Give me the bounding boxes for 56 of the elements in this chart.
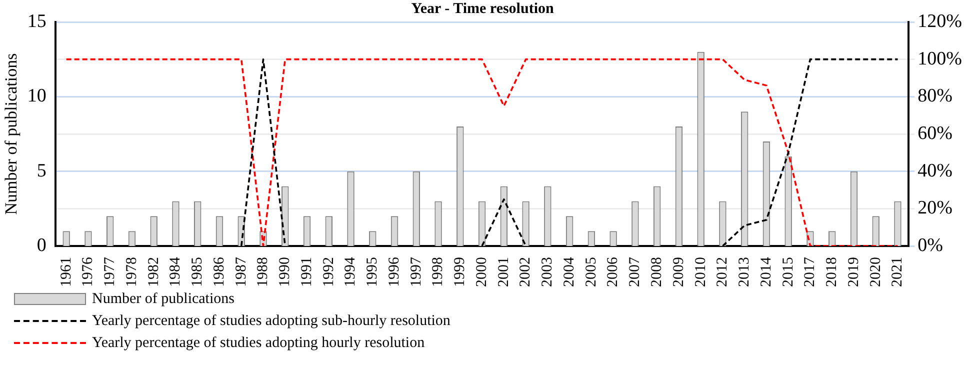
x-tick-label: 1992 (320, 257, 337, 287)
x-tick-label: 1991 (298, 257, 315, 287)
x-tick-label: 1985 (190, 257, 206, 287)
x-tick-label: 1976 (80, 256, 96, 287)
x-tick-label: 2009 (670, 257, 687, 287)
x-tick-label: 2014 (758, 256, 774, 287)
x-tick-label: 1995 (364, 257, 381, 287)
x-tick-label: 1984 (168, 256, 184, 287)
x-tick-label: 2021 (890, 257, 906, 287)
x-tick-label: 1986 (211, 256, 228, 287)
x-tick-label: 2000 (474, 257, 490, 287)
x-tick-label: 2012 (714, 257, 731, 287)
x-tick-label: 2019 (846, 257, 862, 287)
y-axis-title: Number of publications (2, 53, 21, 215)
x-tick-label: 1999 (452, 257, 468, 287)
x-tick-label: 1982 (146, 257, 162, 287)
legend-label: Yearly percentage of studies adopting sub-hourly resolution (92, 312, 450, 330)
x-tick-label: 2020 (868, 257, 884, 287)
x-tick-label: 1988 (255, 257, 272, 287)
chart-title: Year - Time resolution (411, 0, 554, 17)
x-tick-label: 2017 (802, 256, 818, 287)
x-tick-label: 2018 (824, 257, 840, 287)
x-tick-label: 1990 (277, 257, 294, 287)
y-tick-label: 0 (36, 234, 46, 256)
x-tick-label: 2002 (518, 257, 534, 287)
line-series (65, 58, 899, 246)
x-tick-label: 1978 (124, 257, 140, 287)
y2-tick-label: 120% (918, 10, 962, 32)
x-tick-label: 2008 (649, 257, 666, 287)
y-tick-label: 5 (36, 160, 46, 182)
y2-tick-label: 0% (918, 234, 944, 256)
x-tick-label: 2006 (605, 256, 622, 287)
x-tick-label: 2001 (496, 257, 512, 287)
y2-tick-label: 60% (918, 122, 953, 144)
x-tick-label: 1998 (430, 257, 446, 287)
y2-tick-label: 80% (918, 86, 953, 107)
y2-tick-label: 100% (918, 48, 962, 70)
y2-tick-label: 20% (918, 198, 953, 219)
y-tick-label: 15 (27, 10, 46, 32)
x-tick-label: 2004 (561, 256, 578, 287)
x-tick-label: 1994 (342, 256, 359, 287)
x-tick-label: 2005 (583, 257, 600, 287)
x-tick-label: 1961 (58, 257, 74, 287)
x-tick-label: 2013 (736, 257, 753, 287)
x-tick-label: 2007 (627, 256, 644, 287)
x-tick-label: 1977 (102, 256, 118, 287)
y-tick-label: 10 (27, 86, 46, 107)
x-tick-label: 1996 (386, 256, 402, 287)
x-tick-label: 2003 (540, 257, 556, 287)
y2-tick-label: 40% (918, 160, 953, 182)
legend-label: Yearly percentage of studies adopting hourly resolution (92, 334, 425, 352)
x-tick-label: 1987 (233, 256, 250, 287)
x-tick-label: 1997 (408, 256, 424, 287)
x-tick-label: 2015 (780, 257, 796, 287)
x-tick-label: 2010 (692, 257, 709, 287)
legend-label: Number of publications (92, 290, 234, 308)
